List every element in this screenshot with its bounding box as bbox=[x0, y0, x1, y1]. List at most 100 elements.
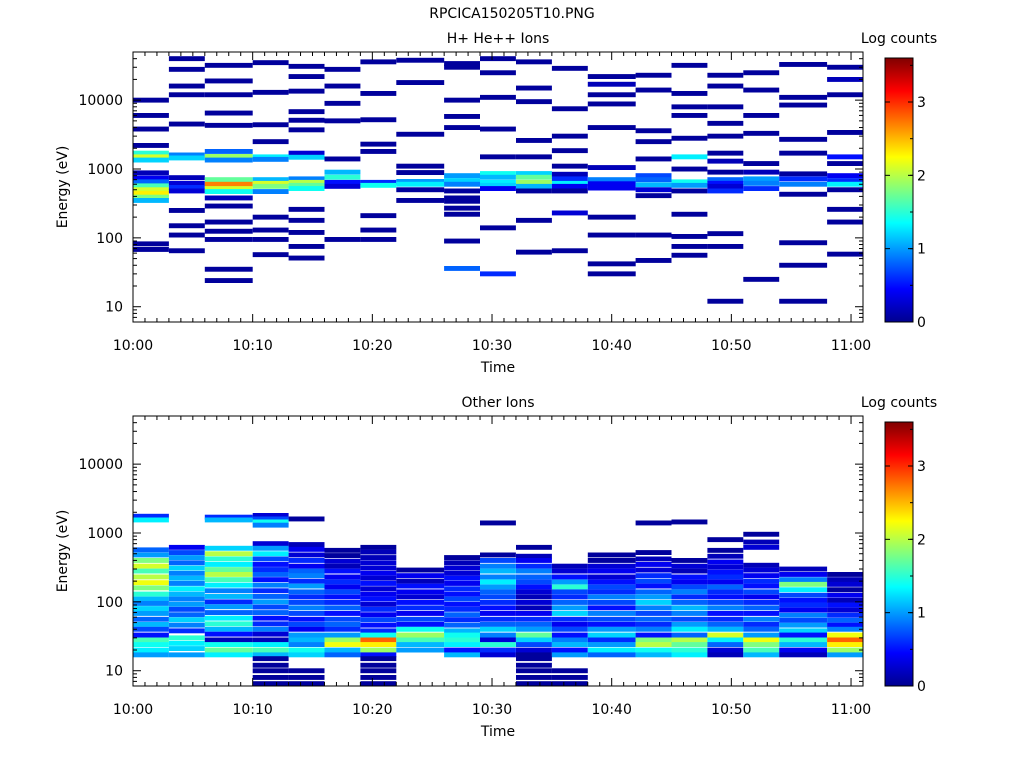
heatmap-cell bbox=[587, 632, 636, 638]
heatmap-cell bbox=[396, 131, 445, 137]
heatmap-cell bbox=[707, 104, 744, 110]
heatmap-cell bbox=[288, 244, 325, 249]
heatmap-cell bbox=[743, 567, 780, 573]
heatmap-cell bbox=[551, 579, 588, 585]
heatmap-cell bbox=[587, 74, 636, 79]
heatmap-cell bbox=[288, 176, 325, 182]
heatmap-cell bbox=[133, 170, 169, 176]
heatmap-cell bbox=[779, 62, 828, 67]
heatmap-cell bbox=[635, 637, 672, 643]
heatmap-cell bbox=[671, 135, 708, 141]
heatmap-cell bbox=[288, 681, 325, 687]
heatmap-cell bbox=[671, 252, 708, 258]
heatmap-cell bbox=[551, 668, 588, 674]
heatmap-cell bbox=[204, 266, 253, 272]
heatmap-cell bbox=[480, 271, 516, 277]
heatmap-cell bbox=[204, 652, 253, 658]
heatmap-cell bbox=[288, 117, 325, 123]
heatmap-cell bbox=[444, 596, 480, 602]
heatmap-cell bbox=[743, 70, 780, 76]
heatmap-cell bbox=[204, 278, 253, 283]
heatmap-cell bbox=[743, 589, 780, 595]
heatmap-cell bbox=[551, 248, 588, 254]
heatmap-cell bbox=[827, 592, 863, 598]
heatmap-cell bbox=[743, 616, 780, 622]
heatmap-cell bbox=[168, 208, 205, 213]
heatmap-cell bbox=[480, 642, 516, 647]
heatmap-cell bbox=[396, 198, 445, 203]
heatmap-cell bbox=[444, 642, 480, 647]
heatmap-cell bbox=[827, 77, 863, 82]
heatmap-cell bbox=[671, 244, 708, 249]
heatmap-cell bbox=[707, 177, 744, 183]
heatmap-cell bbox=[551, 605, 588, 611]
panel-title: Other Ions bbox=[461, 395, 534, 411]
heatmap-cell bbox=[324, 83, 361, 89]
heatmap-cell bbox=[779, 136, 828, 142]
heatmap-cell bbox=[168, 612, 205, 618]
heatmap-cell bbox=[360, 213, 397, 219]
heatmap-cell bbox=[635, 562, 672, 567]
heatmap-cell bbox=[204, 551, 253, 557]
heatmap-cell bbox=[288, 675, 325, 680]
heatmap-cell bbox=[551, 675, 588, 680]
heatmap-cell bbox=[827, 187, 863, 193]
heatmap-cell bbox=[204, 122, 253, 128]
heatmap-cell bbox=[168, 560, 205, 566]
heatmap-cell bbox=[252, 599, 289, 605]
heatmap-cell bbox=[779, 652, 828, 658]
heatmap-cell bbox=[204, 588, 253, 594]
heatmap-cell bbox=[743, 87, 780, 93]
heatmap-cell bbox=[743, 180, 780, 186]
heatmap-cell bbox=[133, 97, 169, 103]
heatmap-cell bbox=[707, 622, 744, 627]
heatmap-cell bbox=[827, 219, 863, 225]
heatmap-cell bbox=[204, 149, 253, 154]
heatmap-cell bbox=[360, 570, 397, 576]
heatmap-cell bbox=[204, 577, 253, 583]
heatmap-cell bbox=[707, 564, 744, 570]
heatmap-cell bbox=[252, 180, 289, 186]
heatmap-cell bbox=[516, 662, 552, 668]
heatmap-cell bbox=[360, 549, 397, 555]
heatmap-cell bbox=[779, 581, 828, 587]
x-tick-label: 10:30 bbox=[472, 338, 512, 354]
heatmap-cell bbox=[635, 616, 672, 622]
heatmap-cell bbox=[827, 622, 863, 628]
heatmap-cell bbox=[516, 179, 552, 185]
heatmap-cell bbox=[252, 122, 289, 128]
heatmap-cell bbox=[360, 581, 397, 586]
heatmap-cell bbox=[396, 616, 445, 622]
heatmap-cell bbox=[779, 622, 828, 628]
heatmap-cell bbox=[252, 556, 289, 562]
heatmap-cell bbox=[444, 632, 480, 638]
colorbar bbox=[884, 57, 914, 323]
heatmap-cell bbox=[168, 83, 205, 89]
panel-title: H+ He++ Ions bbox=[447, 31, 550, 47]
y-tick-label: 1000 bbox=[87, 526, 123, 542]
heatmap-cell bbox=[168, 175, 205, 181]
heatmap-cell bbox=[635, 173, 672, 179]
heatmap-cell bbox=[133, 552, 169, 558]
heatmap-cell bbox=[324, 589, 361, 595]
heatmap-cell bbox=[168, 591, 205, 597]
x-tick-label: 10:20 bbox=[352, 702, 392, 718]
heatmap-cell bbox=[204, 186, 253, 191]
heatmap-cell bbox=[707, 72, 744, 78]
heatmap-cell bbox=[133, 187, 169, 193]
heatmap-cell bbox=[204, 177, 253, 183]
heatmap-cell bbox=[587, 101, 636, 107]
heatmap-cell bbox=[587, 574, 636, 580]
heatmap-cell bbox=[360, 668, 397, 674]
heatmap-cell bbox=[168, 640, 205, 646]
y-axis-label: Energy (eV) bbox=[55, 146, 71, 229]
heatmap-cell bbox=[480, 605, 516, 611]
heatmap-cell bbox=[480, 584, 516, 590]
heatmap-cell bbox=[168, 152, 205, 158]
heatmap-cell bbox=[204, 556, 253, 562]
heatmap-cell bbox=[827, 632, 863, 638]
heatmap-cell bbox=[444, 612, 480, 618]
y-tick-label: 100 bbox=[96, 595, 123, 611]
heatmap-cell bbox=[516, 647, 552, 653]
heatmap-cell bbox=[827, 178, 863, 183]
